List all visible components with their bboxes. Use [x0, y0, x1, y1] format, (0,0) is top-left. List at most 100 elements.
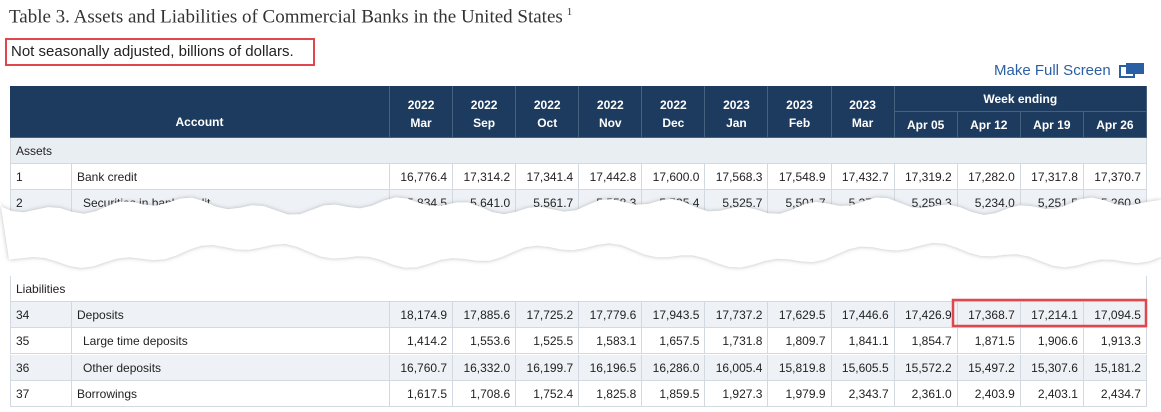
column-header: 2022 Oct — [516, 86, 580, 138]
value-cell: 1,979.9 — [768, 381, 832, 407]
value-cell: 5,558.3 — [579, 190, 643, 216]
column-year: 2023 — [786, 97, 813, 112]
value-cell: 17,314.2 — [453, 164, 517, 190]
value-cell: 17,341.4 — [516, 164, 580, 190]
row-number: 36 — [10, 355, 72, 381]
value-cell: 16,196.5 — [579, 355, 643, 381]
column-period: Dec — [662, 115, 685, 130]
account-name: Other deposits — [72, 355, 390, 381]
account-header: Account — [10, 86, 390, 138]
column-year: 2022 — [533, 97, 561, 112]
value-cell: 15,605.5 — [831, 355, 895, 381]
column-header: 2022 Mar — [390, 86, 454, 138]
column-header: 2023 Feb — [768, 86, 832, 138]
value-cell: 1,913.3 — [1083, 328, 1147, 354]
account-name: Securities in bank credit — [72, 190, 390, 216]
value-cell: 1,414.2 — [390, 328, 454, 354]
value-cell: 1,841.1 — [831, 328, 895, 354]
value-cell: 5,251.5 — [1020, 190, 1084, 216]
value-cell: 5,501.7 — [768, 190, 832, 216]
value-cell: 17,779.6 — [579, 302, 643, 328]
column-period: Sep — [473, 115, 496, 130]
column-year: 2023 — [849, 97, 876, 112]
value-cell: 5,561.7 — [516, 190, 580, 216]
value-cell: 17,737.2 — [705, 302, 769, 328]
value-cell: 5,260.9 — [1083, 190, 1147, 216]
column-period: Mar — [851, 115, 874, 130]
value-cell: 17,094.5 — [1083, 302, 1147, 328]
value-cell: 18,174.9 — [390, 302, 454, 328]
column-period: Jan — [726, 115, 747, 130]
value-cell: 5,834.5 — [390, 190, 454, 216]
value-cell: 1,583.1 — [579, 328, 643, 354]
value-cell: 17,282.0 — [957, 164, 1021, 190]
value-cell: 1,825.8 — [579, 381, 643, 407]
column-year: 2022 — [660, 97, 687, 112]
value-cell: 15,307.6 — [1020, 355, 1084, 381]
value-cell: 17,629.5 — [768, 302, 832, 328]
column-year: 2022 — [596, 97, 624, 112]
footnote-ref[interactable]: 1 — [566, 6, 573, 18]
value-cell: 17,432.7 — [831, 164, 895, 190]
account-name: Deposits — [72, 302, 390, 328]
column-header: 2023 Mar — [831, 86, 895, 138]
value-cell: 17,446.6 — [831, 302, 895, 328]
value-cell: 15,181.2 — [1083, 355, 1147, 381]
section-label: Liabilities — [10, 276, 1147, 302]
column-header: Apr 12 — [957, 112, 1021, 138]
column-year: 2023 — [723, 97, 750, 112]
value-cell: 1,553.6 — [453, 328, 517, 354]
value-cell: 17,725.2 — [516, 302, 580, 328]
row-number: 2 — [10, 190, 72, 216]
value-cell: 1,708.6 — [453, 381, 517, 407]
value-cell: 1,752.4 — [516, 381, 580, 407]
subtitle: Not seasonally adjusted, billions of dol… — [5, 38, 315, 66]
value-cell: 1,854.7 — [894, 328, 958, 354]
column-period: Oct — [537, 115, 558, 130]
column-header: 2023 Jan — [705, 86, 769, 138]
value-cell: 17,370.7 — [1083, 164, 1147, 190]
value-cell: 1,617.5 — [390, 381, 454, 407]
column-year: 2022 — [470, 97, 498, 112]
value-cell: 15,819.8 — [768, 355, 832, 381]
value-cell: 2,403.1 — [1020, 381, 1084, 407]
value-cell: 17,568.3 — [705, 164, 769, 190]
full-screen-icon[interactable] — [1118, 62, 1145, 78]
value-cell: 5,259.3 — [894, 190, 958, 216]
value-cell: 17,426.9 — [894, 302, 958, 328]
value-cell: 5,370.6 — [831, 190, 895, 216]
account-name: Bank credit — [72, 164, 390, 190]
value-cell: 2,343.7 — [831, 381, 895, 407]
row-number: 1 — [10, 164, 72, 190]
value-cell: 2,361.0 — [894, 381, 958, 407]
column-year: 2022 — [407, 97, 435, 112]
column-header: Apr 05 — [894, 112, 958, 138]
value-cell: 16,760.7 — [390, 355, 454, 381]
value-cell: 5,535.4 — [642, 190, 706, 216]
value-cell: 1,731.8 — [705, 328, 769, 354]
column-period: Feb — [788, 115, 811, 130]
value-cell: 2,434.7 — [1083, 381, 1147, 407]
value-cell: 1,657.5 — [642, 328, 706, 354]
link-text[interactable]: Make Full Screen — [994, 62, 1111, 79]
full-screen-link[interactable]: Make Full Screen — [994, 62, 1145, 79]
value-cell: 5,525.7 — [705, 190, 769, 216]
value-cell: 17,943.5 — [642, 302, 706, 328]
value-cell: 16,332.0 — [453, 355, 517, 381]
column-header: 2022 Nov — [579, 86, 643, 138]
column-header: Apr 19 — [1020, 112, 1084, 138]
value-cell: 16,776.4 — [390, 164, 454, 190]
value-cell: 17,548.9 — [768, 164, 832, 190]
value-cell: 17,600.0 — [642, 164, 706, 190]
value-cell: 1,809.7 — [768, 328, 832, 354]
value-cell: 17,319.2 — [894, 164, 958, 190]
value-cell: 16,286.0 — [642, 355, 706, 381]
value-cell: 17,885.6 — [453, 302, 517, 328]
value-cell: 1,927.3 — [705, 381, 769, 407]
title-text: Table 3. Assets and Liabilities of Comme… — [9, 6, 563, 28]
value-cell: 5,641.0 — [453, 190, 517, 216]
column-period: Nov — [598, 115, 622, 130]
row-number: 35 — [10, 328, 72, 354]
value-cell: 16,005.4 — [705, 355, 769, 381]
value-cell: 17,214.1 — [1020, 302, 1084, 328]
